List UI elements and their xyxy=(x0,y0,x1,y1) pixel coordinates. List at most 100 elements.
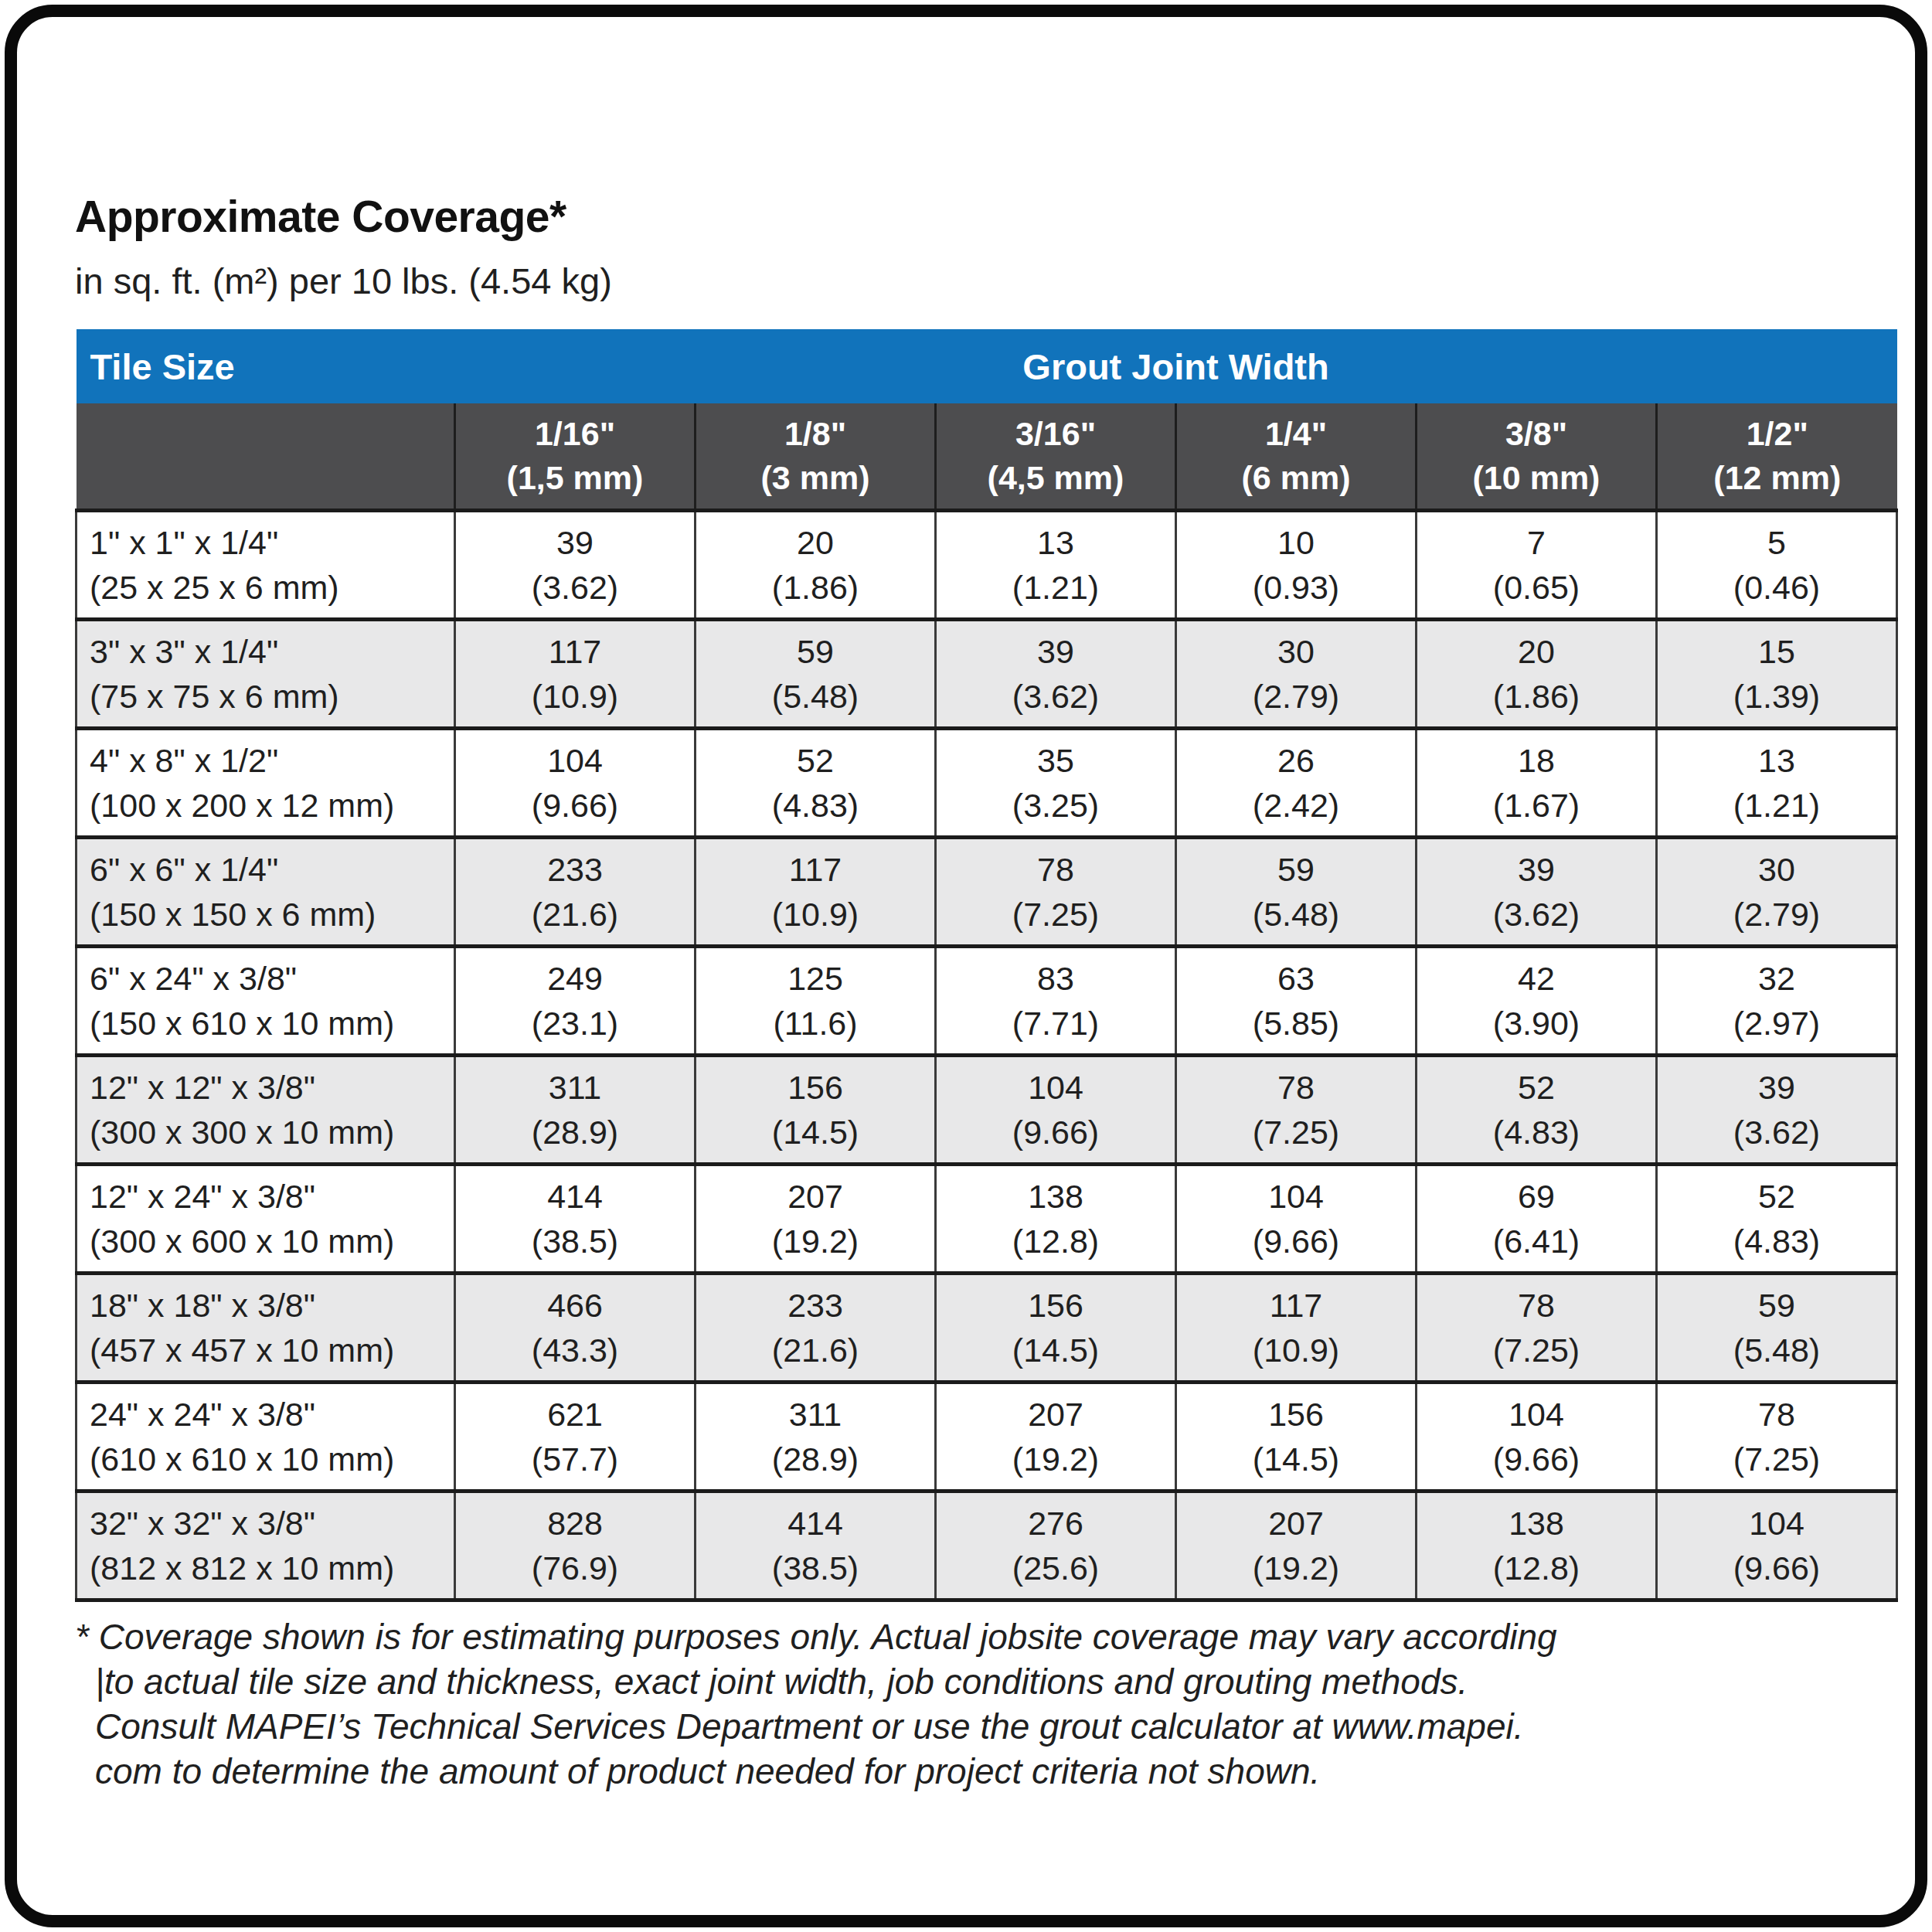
coverage-cell: 311(28.9) xyxy=(455,1055,696,1164)
coverage-cell: 59(5.48) xyxy=(1176,837,1417,946)
coverage-sqft: 414 xyxy=(457,1174,693,1219)
coverage-m2: (1.21) xyxy=(1658,783,1895,828)
coverage-cell: 10(0.93) xyxy=(1176,510,1417,619)
coverage-sqft: 104 xyxy=(1418,1392,1655,1437)
coverage-cell: 13(1.21) xyxy=(1657,728,1897,837)
coverage-sqft: 20 xyxy=(697,520,934,565)
coverage-sqft: 59 xyxy=(1178,847,1414,892)
tile-size-header: Tile Size xyxy=(77,329,455,403)
coverage-cell: 466(43.3) xyxy=(455,1273,696,1382)
coverage-sqft: 125 xyxy=(697,956,934,1001)
table-row: 4" x 8" x 1/2" (100 x 200 x 12 mm) 104(9… xyxy=(77,728,1897,837)
coverage-sqft: 233 xyxy=(457,847,693,892)
coverage-m2: (7.25) xyxy=(1178,1110,1414,1155)
coverage-cell: 83(7.71) xyxy=(936,946,1176,1055)
tile-size-mm: (457 x 457 x 10 mm) xyxy=(90,1328,453,1372)
page-title: Approximate Coverage* xyxy=(75,191,1896,242)
coverage-sqft: 276 xyxy=(937,1501,1174,1546)
coverage-sqft: 249 xyxy=(457,956,693,1001)
coverage-sqft: 13 xyxy=(937,520,1174,565)
coverage-sqft: 117 xyxy=(457,629,693,674)
coverage-cell: 104(9.66) xyxy=(1176,1164,1417,1273)
coverage-sqft: 156 xyxy=(697,1065,934,1110)
joint-width-mm: (3 mm) xyxy=(697,456,934,500)
coverage-sqft: 156 xyxy=(937,1283,1174,1328)
coverage-sqft: 39 xyxy=(1418,847,1655,892)
coverage-sqft: 621 xyxy=(457,1392,693,1437)
grout-joint-width-header: Grout Joint Width xyxy=(455,329,1897,403)
coverage-sqft: 311 xyxy=(457,1065,693,1110)
coverage-m2: (21.6) xyxy=(697,1328,934,1372)
coverage-m2: (12.8) xyxy=(937,1219,1174,1264)
coverage-sqft: 69 xyxy=(1418,1174,1655,1219)
coverage-cell: 20(1.86) xyxy=(1417,619,1657,728)
coverage-m2: (25.6) xyxy=(937,1546,1174,1590)
coverage-m2: (43.3) xyxy=(457,1328,693,1372)
column-header-1-2: 1/2" (12 mm) xyxy=(1657,403,1897,510)
joint-width-inch: 3/8" xyxy=(1418,412,1655,456)
coverage-sqft: 138 xyxy=(1418,1501,1655,1546)
coverage-m2: (3.62) xyxy=(1658,1110,1895,1155)
coverage-cell: 138(12.8) xyxy=(936,1164,1176,1273)
tile-size-inches: 1" x 1" x 1/4" xyxy=(90,520,453,565)
table-row: 1" x 1" x 1/4" (25 x 25 x 6 mm) 39(3.62)… xyxy=(77,510,1897,619)
coverage-sqft: 7 xyxy=(1418,520,1655,565)
coverage-cell: 156(14.5) xyxy=(696,1055,936,1164)
tile-size-inches: 6" x 6" x 1/4" xyxy=(90,847,453,892)
coverage-cell: 117(10.9) xyxy=(1176,1273,1417,1382)
coverage-m2: (2.97) xyxy=(1658,1001,1895,1046)
tile-size-cell: 18" x 18" x 3/8" (457 x 457 x 10 mm) xyxy=(77,1273,455,1382)
coverage-m2: (4.83) xyxy=(1658,1219,1895,1264)
coverage-cell: 39(3.62) xyxy=(936,619,1176,728)
coverage-cell: 233(21.6) xyxy=(696,1273,936,1382)
tile-size-cell: 6" x 6" x 1/4" (150 x 150 x 6 mm) xyxy=(77,837,455,946)
footnote-line: |to actual tile size and thickness, exac… xyxy=(75,1659,1896,1704)
coverage-cell: 59(5.48) xyxy=(1657,1273,1897,1382)
coverage-sqft: 104 xyxy=(1178,1174,1414,1219)
coverage-m2: (23.1) xyxy=(457,1001,693,1046)
coverage-m2: (12.8) xyxy=(1418,1546,1655,1590)
column-header-1-8: 1/8" (3 mm) xyxy=(696,403,936,510)
coverage-cell: 311(28.9) xyxy=(696,1382,936,1491)
table-row: 32" x 32" x 3/8" (812 x 812 x 10 mm) 828… xyxy=(77,1491,1897,1600)
coverage-sqft: 30 xyxy=(1658,847,1895,892)
coverage-m2: (2.79) xyxy=(1658,892,1895,937)
coverage-sqft: 26 xyxy=(1178,738,1414,783)
joint-width-inch: 3/16" xyxy=(937,412,1174,456)
coverage-cell: 18(1.67) xyxy=(1417,728,1657,837)
coverage-sqft: 5 xyxy=(1658,520,1895,565)
tile-size-mm: (150 x 150 x 6 mm) xyxy=(90,892,453,937)
coverage-cell: 30(2.79) xyxy=(1657,837,1897,946)
coverage-sqft: 207 xyxy=(937,1392,1174,1437)
coverage-sqft: 32 xyxy=(1658,956,1895,1001)
coverage-sqft: 78 xyxy=(1178,1065,1414,1110)
coverage-cell: 13(1.21) xyxy=(936,510,1176,619)
coverage-m2: (9.66) xyxy=(1658,1546,1895,1590)
coverage-sqft: 20 xyxy=(1418,629,1655,674)
coverage-sqft: 156 xyxy=(1178,1392,1414,1437)
coverage-sqft: 13 xyxy=(1658,738,1895,783)
coverage-m2: (19.2) xyxy=(1178,1546,1414,1590)
coverage-sqft: 52 xyxy=(697,738,934,783)
coverage-m2: (6.41) xyxy=(1418,1219,1655,1264)
tile-size-inches: 12" x 24" x 3/8" xyxy=(90,1174,453,1219)
coverage-cell: 104(9.66) xyxy=(455,728,696,837)
coverage-m2: (3.90) xyxy=(1418,1001,1655,1046)
coverage-sqft: 18 xyxy=(1418,738,1655,783)
coverage-m2: (10.9) xyxy=(697,892,934,937)
tile-size-mm: (25 x 25 x 6 mm) xyxy=(90,565,453,610)
column-header-1-16: 1/16" (1,5 mm) xyxy=(455,403,696,510)
coverage-m2: (0.46) xyxy=(1658,565,1895,610)
table-row: 6" x 24" x 3/8" (150 x 610 x 10 mm) 249(… xyxy=(77,946,1897,1055)
coverage-m2: (5.48) xyxy=(1178,892,1414,937)
coverage-cell: 207(19.2) xyxy=(936,1382,1176,1491)
tile-size-inches: 6" x 24" x 3/8" xyxy=(90,956,453,1001)
coverage-m2: (9.66) xyxy=(937,1110,1174,1155)
coverage-cell: 52(4.83) xyxy=(1657,1164,1897,1273)
coverage-m2: (19.2) xyxy=(697,1219,934,1264)
coverage-sqft: 207 xyxy=(697,1174,934,1219)
coverage-m2: (3.62) xyxy=(1418,892,1655,937)
tile-size-cell: 1" x 1" x 1/4" (25 x 25 x 6 mm) xyxy=(77,510,455,619)
coverage-m2: (38.5) xyxy=(697,1546,934,1590)
tile-size-inches: 32" x 32" x 3/8" xyxy=(90,1501,453,1546)
